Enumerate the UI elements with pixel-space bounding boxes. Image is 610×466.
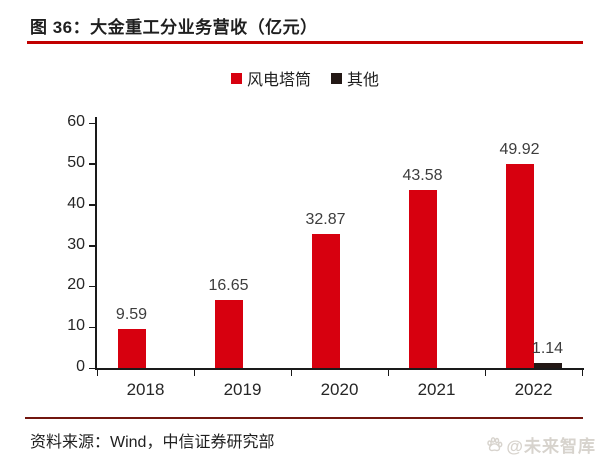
bar-group: 49.92 1.14	[485, 123, 582, 368]
y-axis-label: 30	[67, 235, 85, 253]
x-axis-label: 2022	[514, 380, 553, 399]
legend-label: 风电塔筒	[246, 72, 311, 89]
y-axis-tick	[89, 245, 95, 247]
y-axis-tick	[89, 204, 95, 206]
x-axis-tick	[581, 370, 583, 376]
legend-swatch-dark	[331, 72, 342, 84]
footer-separator-line	[25, 417, 583, 419]
figure-title: 图 36：大金重工分业务营收（亿元）	[30, 18, 318, 37]
source-note: 资料来源：Wind，中信证券研究部	[30, 434, 275, 451]
watermark: @未来智库	[486, 432, 596, 457]
legend-item-wind-tower: 风电塔筒	[230, 66, 311, 90]
chart-legend: 风电塔筒 其他	[0, 66, 610, 90]
bar-group: 43.58	[388, 123, 485, 368]
bar-value-label: 43.58	[402, 167, 443, 185]
y-axis-label: 10	[67, 317, 85, 335]
y-axis-label: 0	[76, 358, 85, 375]
x-axis-label: 2018	[126, 380, 165, 399]
bar-group: 32.87	[291, 123, 388, 368]
bar-value-label: 1.14	[531, 340, 564, 358]
bar-value-label: 9.59	[115, 305, 148, 323]
legend-label: 其他	[347, 72, 380, 89]
y-axis-tick	[89, 285, 95, 288]
x-axis-label: 2020	[320, 380, 359, 399]
y-axis-tick	[89, 163, 95, 165]
watermark-text: @未来智库	[506, 437, 596, 456]
y-axis-label: 20	[67, 276, 85, 294]
bar-value-label: 16.65	[208, 277, 249, 295]
x-axis-label: 2021	[417, 380, 456, 399]
x-axis-tick	[96, 370, 98, 376]
x-axis-line	[95, 368, 584, 370]
bar-other-2022	[533, 363, 562, 368]
bar-wind-tower-2019	[214, 300, 243, 368]
bar-wind-tower-2021	[408, 190, 437, 368]
y-axis-label: 50	[67, 153, 85, 171]
y-axis-tick	[89, 367, 95, 369]
bar-value-label: 32.87	[305, 210, 346, 228]
bar-wind-tower-2020	[311, 233, 340, 368]
paw-icon	[486, 436, 503, 453]
y-axis-label: 60	[67, 113, 85, 130]
bar-wind-tower-2022	[505, 164, 534, 368]
legend-swatch-red	[230, 72, 242, 84]
x-axis-tick	[484, 370, 486, 376]
bar-value-label: 49.92	[499, 141, 540, 159]
y-axis-label: 40	[67, 194, 85, 212]
y-axis-tick	[89, 326, 95, 329]
bar-group: 9.59	[97, 123, 194, 368]
bar-group: 16.65	[194, 123, 291, 368]
y-axis-tick	[89, 122, 95, 124]
bar-wind-tower-2018	[117, 328, 146, 368]
x-axis-tick	[387, 370, 389, 376]
plot-area: 0 10 20 30 40 50 60 9.59 2018 16.65 2019 32.87 2020 4…	[67, 113, 584, 399]
legend-item-other: 其他	[331, 66, 379, 90]
title-underline	[27, 41, 583, 44]
x-axis-label: 2019	[223, 380, 262, 399]
y-axis-line	[95, 117, 97, 370]
x-axis-tick	[290, 370, 292, 376]
x-axis-tick	[193, 370, 195, 376]
